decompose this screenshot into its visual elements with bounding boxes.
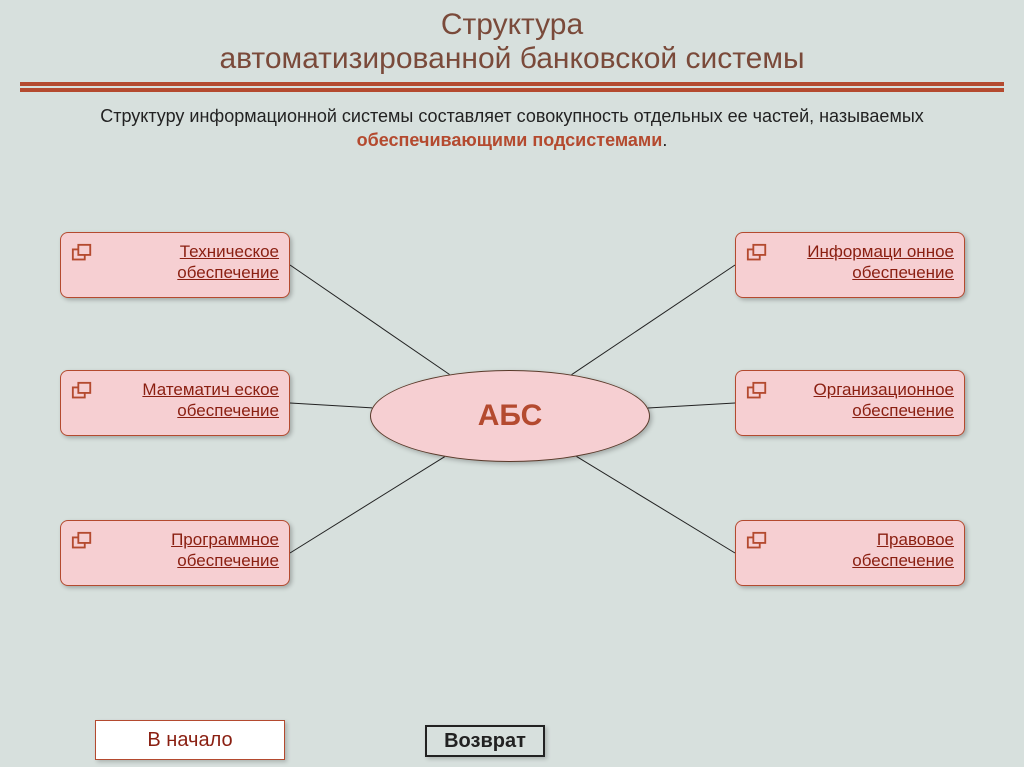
back-label: Возврат: [444, 730, 526, 753]
node-label: Математич еское обеспечение: [99, 379, 279, 422]
node-label: Правовое обеспечение: [774, 529, 954, 572]
slide-title: Структура автоматизированной банковской …: [0, 0, 1024, 76]
node-tech[interactable]: Техническое обеспечение: [60, 232, 290, 298]
node-org[interactable]: Организационное обеспечение: [735, 370, 965, 436]
windows-icon: [746, 381, 768, 403]
subtitle-plain-1: Структуру информационной системы составл…: [100, 106, 924, 126]
node-label: Программное обеспечение: [99, 529, 279, 572]
center-node-abs: АБС: [370, 370, 650, 462]
subtitle-accent: обеспечивающими подсистемами: [357, 130, 663, 150]
title-rule: [20, 82, 1004, 92]
node-prog[interactable]: Программное обеспечение: [60, 520, 290, 586]
edge-math: [290, 403, 372, 408]
subtitle: Структуру информационной системы составл…: [60, 104, 964, 153]
node-label: Информаци онное обеспечение: [774, 241, 954, 284]
center-node-label: АБС: [478, 399, 543, 433]
title-line-1: Структура: [0, 8, 1024, 42]
edge-prog: [290, 457, 445, 553]
node-label: Техническое обеспечение: [99, 241, 279, 284]
node-label: Организационное обеспечение: [774, 379, 954, 422]
windows-icon: [71, 243, 93, 265]
node-math[interactable]: Математич еское обеспечение: [60, 370, 290, 436]
rule-bar-2: [20, 88, 1004, 92]
edge-org: [648, 403, 735, 408]
title-line-2: автоматизированной банковской системы: [0, 42, 1024, 76]
edge-tech: [290, 265, 450, 375]
to-start-button[interactable]: В начало: [95, 720, 285, 760]
back-button[interactable]: Возврат: [425, 725, 545, 757]
windows-icon: [746, 243, 768, 265]
node-law[interactable]: Правовое обеспечение: [735, 520, 965, 586]
windows-icon: [746, 531, 768, 553]
to-start-label: В начало: [147, 729, 232, 752]
subtitle-plain-2: .: [662, 130, 667, 150]
windows-icon: [71, 381, 93, 403]
edge-law: [576, 456, 735, 553]
windows-icon: [71, 531, 93, 553]
edge-info: [572, 265, 735, 375]
node-info[interactable]: Информаци онное обеспечение: [735, 232, 965, 298]
